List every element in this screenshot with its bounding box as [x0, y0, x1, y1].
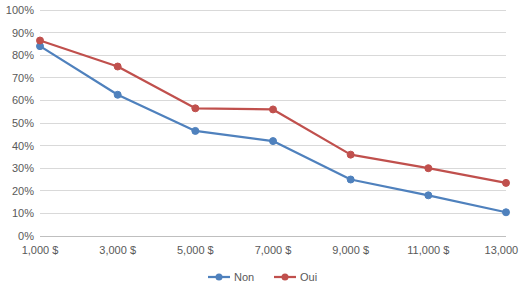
grid-line	[40, 77, 506, 78]
chart: 0% 10% 20% 30% 40% 50% 60% 70% 80% 90% 100% 1,000 $…	[0, 0, 520, 286]
series-marker	[503, 179, 510, 186]
series-line	[40, 41, 506, 183]
grid-line	[40, 32, 506, 33]
y-tick-label: 70%	[12, 72, 34, 84]
x-tick-label: 5,000 $	[177, 244, 214, 256]
x-tick-label: 1,000 $	[22, 244, 59, 256]
y-tick-label: 90%	[12, 27, 34, 39]
plot-area	[37, 37, 510, 216]
y-tick-label: 60%	[12, 94, 34, 106]
y-tick-label: 50%	[12, 117, 34, 129]
grid-line	[40, 100, 506, 101]
grid-line	[40, 123, 506, 124]
series-marker	[192, 127, 199, 134]
legend-label: Non	[234, 271, 254, 283]
legend-marker	[282, 274, 289, 281]
x-tick-label: 9,000 $	[332, 244, 369, 256]
grid-line	[40, 10, 506, 11]
y-tick-label: 40%	[12, 140, 34, 152]
x-tick-label: 11,000 $	[407, 244, 449, 256]
series-marker	[270, 106, 277, 113]
series-marker	[503, 209, 510, 216]
series-marker	[425, 192, 432, 199]
grid-line	[40, 55, 506, 56]
x-tick-label: 7,000 $	[255, 244, 292, 256]
series-marker	[114, 91, 121, 98]
grid-line	[40, 213, 506, 214]
y-tick-label: 10%	[12, 207, 34, 219]
x-tick-label: 13,000 $	[485, 244, 520, 256]
series-marker	[270, 138, 277, 145]
series-marker	[114, 63, 121, 70]
grid-line	[40, 145, 506, 146]
series-marker	[347, 176, 354, 183]
y-tick-label: 100%	[6, 4, 34, 16]
legend: Non Oui	[208, 271, 317, 283]
y-tick-label: 30%	[12, 162, 34, 174]
legend-label: Oui	[300, 271, 317, 283]
series-marker	[347, 151, 354, 158]
y-tick-label: 20%	[12, 185, 34, 197]
series-marker	[192, 105, 199, 112]
x-tick-label: 3,000 $	[99, 244, 136, 256]
series-line	[40, 46, 506, 212]
series-marker	[425, 165, 432, 172]
grid-line	[40, 190, 506, 191]
legend-marker	[216, 274, 223, 281]
x-axis-line	[40, 236, 506, 237]
series-marker	[37, 37, 44, 44]
y-tick-label: 80%	[12, 49, 34, 61]
y-tick-label: 0%	[18, 230, 34, 242]
grid-line	[40, 236, 506, 237]
